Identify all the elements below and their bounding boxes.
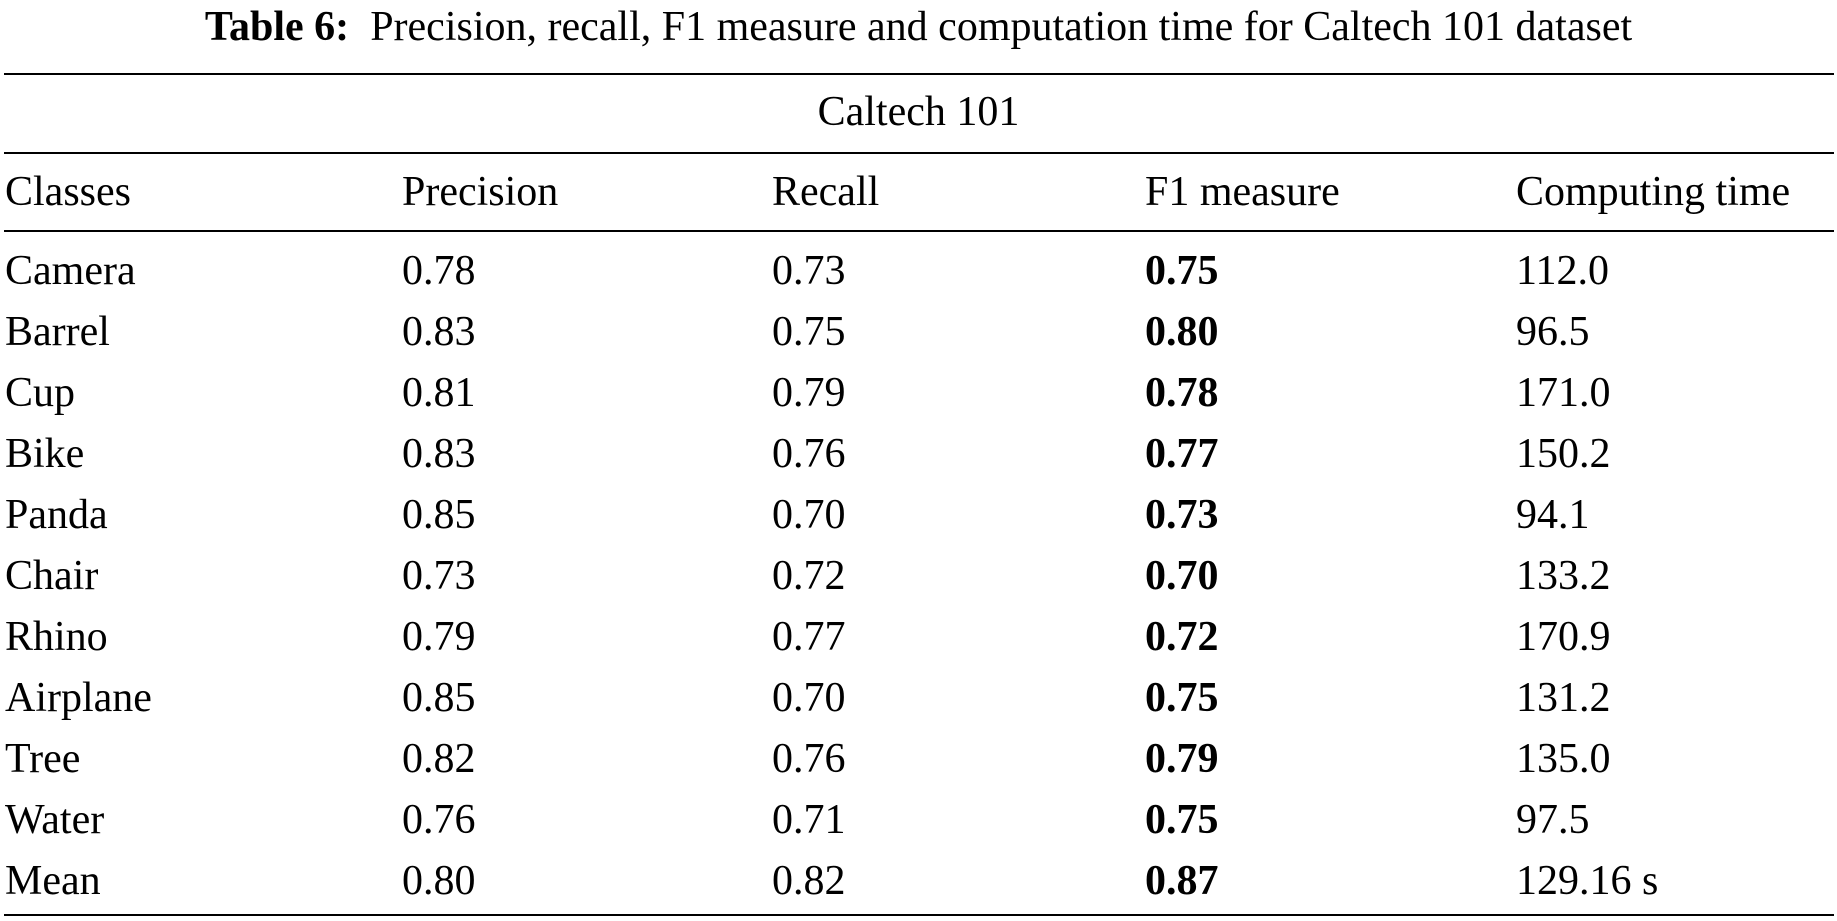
cell-class: Bike	[5, 431, 85, 477]
table-row: Bike 0.83 0.76 0.77 150.2	[0, 429, 1837, 490]
cell-class: Water	[5, 797, 105, 843]
cell-recall: 0.82	[772, 858, 846, 904]
cell-recall: 0.70	[772, 492, 846, 538]
cell-class: Tree	[5, 736, 81, 782]
cell-f1-measure: 0.79	[1145, 736, 1219, 782]
table-row: Rhino 0.79 0.77 0.72 170.9	[0, 612, 1837, 673]
column-header-computing-time: Computing time	[1516, 169, 1791, 215]
cell-class: Panda	[5, 492, 108, 538]
table-row: Camera 0.78 0.73 0.75 112.0	[0, 246, 1837, 307]
cell-computing-time: 94.1	[1516, 492, 1590, 538]
cell-precision: 0.80	[402, 858, 476, 904]
column-header-classes: Classes	[5, 169, 131, 215]
cell-computing-time: 133.2	[1516, 553, 1611, 599]
cell-recall: 0.73	[772, 248, 846, 294]
cell-precision: 0.76	[402, 797, 476, 843]
cell-precision: 0.82	[402, 736, 476, 782]
cell-f1-measure: 0.73	[1145, 492, 1219, 538]
header-rule	[4, 230, 1834, 232]
cell-precision: 0.78	[402, 248, 476, 294]
cell-class: Cup	[5, 370, 76, 416]
cell-f1-measure: 0.87	[1145, 858, 1219, 904]
cell-computing-time: 97.5	[1516, 797, 1590, 843]
cell-precision: 0.73	[402, 553, 476, 599]
column-header-row: Classes Precision Recall F1 measure Comp…	[0, 167, 1837, 217]
table-body: Camera 0.78 0.73 0.75 112.0 Barrel 0.83 …	[0, 246, 1837, 917]
top-rule	[4, 73, 1834, 75]
cell-precision: 0.85	[402, 675, 476, 721]
cell-class: Airplane	[5, 675, 152, 721]
cell-recall: 0.70	[772, 675, 846, 721]
cell-precision: 0.85	[402, 492, 476, 538]
table-caption: Table 6: Precision, recall, F1 measure a…	[0, 2, 1837, 52]
cell-recall: 0.79	[772, 370, 846, 416]
cell-class: Barrel	[5, 309, 110, 355]
cell-computing-time: 131.2	[1516, 675, 1611, 721]
cell-f1-measure: 0.75	[1145, 797, 1219, 843]
column-header-recall: Recall	[772, 169, 880, 215]
cell-computing-time: 96.5	[1516, 309, 1590, 355]
cell-recall: 0.72	[772, 553, 846, 599]
table-row-mean: Mean 0.80 0.82 0.87 129.16 s	[0, 856, 1837, 917]
cell-precision: 0.79	[402, 614, 476, 660]
cell-class: Chair	[5, 553, 99, 599]
table-row: Airplane 0.85 0.70 0.75 131.2	[0, 673, 1837, 734]
cell-f1-measure: 0.78	[1145, 370, 1219, 416]
cell-recall: 0.76	[772, 431, 846, 477]
cell-recall: 0.75	[772, 309, 846, 355]
bottom-rule	[4, 914, 1834, 916]
cell-class: Camera	[5, 248, 136, 294]
table-row: Cup 0.81 0.79 0.78 171.0	[0, 368, 1837, 429]
cell-recall: 0.77	[772, 614, 846, 660]
table-row: Panda 0.85 0.70 0.73 94.1	[0, 490, 1837, 551]
cell-computing-time: 135.0	[1516, 736, 1611, 782]
cell-f1-measure: 0.75	[1145, 675, 1219, 721]
table-row: Water 0.76 0.71 0.75 97.5	[0, 795, 1837, 856]
cell-class: Rhino	[5, 614, 108, 660]
cell-class: Mean	[5, 858, 101, 904]
cell-precision: 0.83	[402, 309, 476, 355]
cell-computing-time: 170.9	[1516, 614, 1611, 660]
cell-computing-time: 112.0	[1516, 248, 1609, 294]
cell-f1-measure: 0.72	[1145, 614, 1219, 660]
cell-f1-measure: 0.70	[1145, 553, 1219, 599]
caption-label: Table 6:	[204, 4, 350, 50]
cell-f1-measure: 0.75	[1145, 248, 1219, 294]
column-header-precision: Precision	[402, 169, 559, 215]
table-row: Chair 0.73 0.72 0.70 133.2	[0, 551, 1837, 612]
group-header-rule	[4, 152, 1834, 154]
cell-computing-time: 171.0	[1516, 370, 1611, 416]
column-header-f1-measure: F1 measure	[1145, 169, 1340, 215]
cell-f1-measure: 0.80	[1145, 309, 1219, 355]
cell-precision: 0.83	[402, 431, 476, 477]
table-row: Tree 0.82 0.76 0.79 135.0	[0, 734, 1837, 795]
cell-recall: 0.71	[772, 797, 846, 843]
cell-precision: 0.81	[402, 370, 476, 416]
cell-recall: 0.76	[772, 736, 846, 782]
cell-computing-time: 150.2	[1516, 431, 1611, 477]
cell-computing-time: 129.16 s	[1516, 858, 1659, 904]
table-row: Barrel 0.83 0.75 0.80 96.5	[0, 307, 1837, 368]
cell-f1-measure: 0.77	[1145, 431, 1219, 477]
caption-text: Precision, recall, F1 measure and comput…	[370, 4, 1633, 50]
group-header: Caltech 101	[817, 89, 1020, 135]
